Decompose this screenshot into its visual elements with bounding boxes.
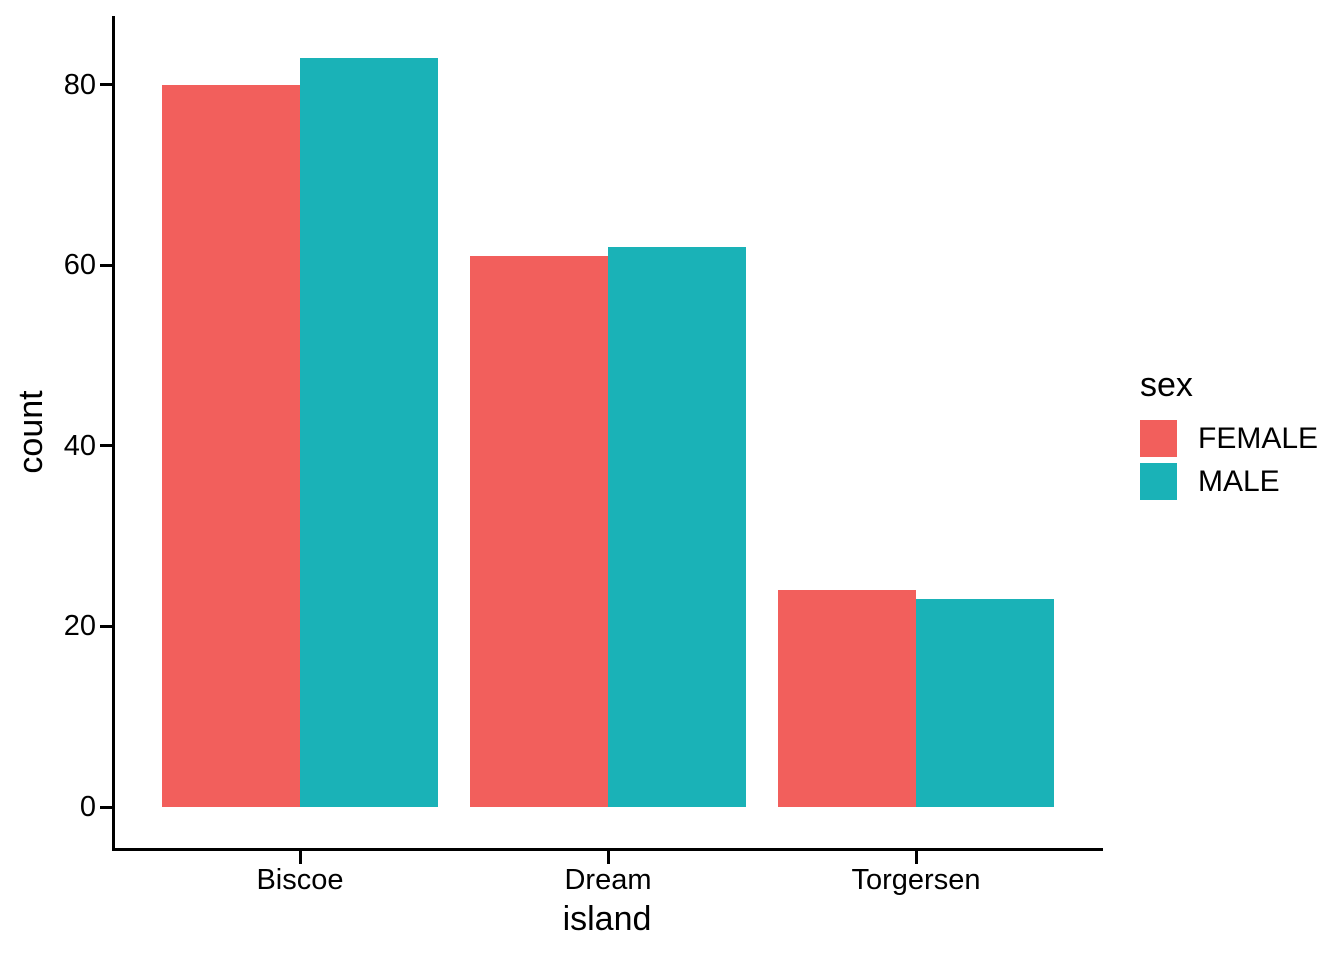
legend-label-female: FEMALE [1198, 422, 1319, 455]
bar-dream-male [608, 247, 746, 807]
y-tick-mark [100, 444, 112, 447]
y-tick-label: 0 [79, 791, 96, 823]
legend: sex FEMALE MALE [1140, 366, 1318, 506]
legend-title: sex [1140, 366, 1193, 404]
bar-torgersen-male [916, 599, 1054, 807]
x-axis-line [112, 848, 1103, 851]
x-tick-mark [607, 851, 610, 864]
y-axis-line [112, 16, 115, 851]
y-tick-label: 60 [63, 249, 96, 281]
bar-biscoe-male [300, 58, 438, 807]
x-tick-label-biscoe: Biscoe [256, 864, 344, 896]
x-tick-mark [915, 851, 918, 864]
bar-torgersen-female [778, 590, 916, 807]
y-tick-mark [100, 264, 112, 267]
x-axis-title: island [562, 900, 652, 938]
x-tick-label-dream: Dream [564, 864, 652, 896]
y-tick-mark [100, 83, 112, 86]
x-tick-label-torgersen: Torgersen [851, 864, 981, 896]
legend-item-female: FEMALE [1140, 420, 1318, 457]
bar-dream-female [470, 256, 608, 807]
x-tick-mark [299, 851, 302, 864]
legend-label-male: MALE [1198, 465, 1280, 498]
legend-swatch-male [1140, 463, 1177, 500]
legend-item-male: MALE [1140, 463, 1318, 500]
y-axis-title: count [12, 390, 50, 474]
legend-swatch-female [1140, 420, 1177, 457]
y-tick-label: 20 [63, 610, 96, 642]
y-tick-mark [100, 625, 112, 628]
y-tick-label: 40 [63, 430, 96, 462]
legend-items: FEMALE MALE [1140, 420, 1318, 500]
y-tick-label: 80 [63, 69, 96, 101]
bar-biscoe-female [162, 85, 300, 807]
y-tick-mark [100, 806, 112, 809]
